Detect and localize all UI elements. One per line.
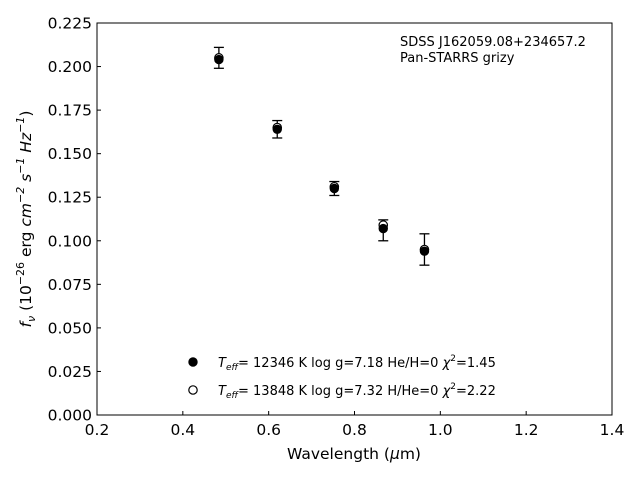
- y-tick-label: 0.075: [48, 276, 92, 294]
- error-bars: [213, 46, 430, 266]
- annotation-survey: Pan-STARRS grizy: [400, 51, 515, 66]
- y-tick-label: 0.200: [48, 58, 92, 76]
- y-tick-label: 0.000: [48, 407, 92, 425]
- x-axis-label: Wavelength (μm): [287, 445, 421, 463]
- x-tick-label: 0.8: [342, 421, 367, 439]
- x-axis-ticks: 0.2 0.4 0.6 0.8 1.0 1.2 1.4: [85, 411, 625, 439]
- annotation-object: SDSS J162059.08+234657.2: [400, 35, 586, 50]
- data-points: [214, 53, 430, 256]
- legend-entry-1-chi: =1.45: [456, 356, 496, 371]
- filled-model-point: [329, 183, 340, 194]
- x-tick-label: 1.2: [514, 421, 539, 439]
- x-tick-label: 0.2: [85, 421, 110, 439]
- y-axis-label: fν (10−26 erg cm−2 s−1 Hz−1): [14, 111, 38, 328]
- y-tick-label: 0.100: [48, 232, 92, 250]
- filled-model-point: [214, 54, 224, 65]
- x-tick-label: 0.6: [256, 421, 281, 439]
- legend-marker-filled: [188, 357, 198, 367]
- filled-model-point: [272, 124, 282, 134]
- legend: Teff= 12346 K log g=7.18 He/H=0 χ2=1.45 …: [188, 354, 496, 401]
- legend-entry-2-params: = 13848 K log g=7.32 H/He=0: [238, 384, 443, 399]
- filled-model-point: [378, 223, 388, 234]
- x-tick-label: 1.4: [600, 421, 625, 439]
- legend-entry-2: Teff= 13848 K log g=7.32 H/He=0 χ2=2.22: [218, 382, 496, 401]
- x-tick-label: 0.4: [171, 421, 196, 439]
- legend-entry-2-chi: =2.22: [456, 384, 496, 399]
- y-tick-label: 0.225: [48, 15, 92, 33]
- legend-entry-1: Teff= 12346 K log g=7.18 He/H=0 χ2=1.45: [218, 354, 496, 373]
- y-axis-ticks: 0.000 0.025 0.050 0.075 0.100 0.125 0.150 0.175…: [48, 15, 101, 425]
- legend-marker-open: [188, 385, 198, 395]
- y-tick-label: 0.150: [48, 145, 92, 163]
- y-tick-label: 0.125: [48, 189, 92, 207]
- y-tick-label: 0.050: [48, 319, 92, 337]
- legend-entry-1-params: = 12346 K log g=7.18 He/H=0: [238, 356, 443, 371]
- y-tick-label: 0.025: [48, 363, 92, 381]
- filled-model-point: [419, 246, 430, 256]
- y-tick-label: 0.175: [48, 102, 92, 120]
- x-tick-label: 1.0: [428, 421, 453, 439]
